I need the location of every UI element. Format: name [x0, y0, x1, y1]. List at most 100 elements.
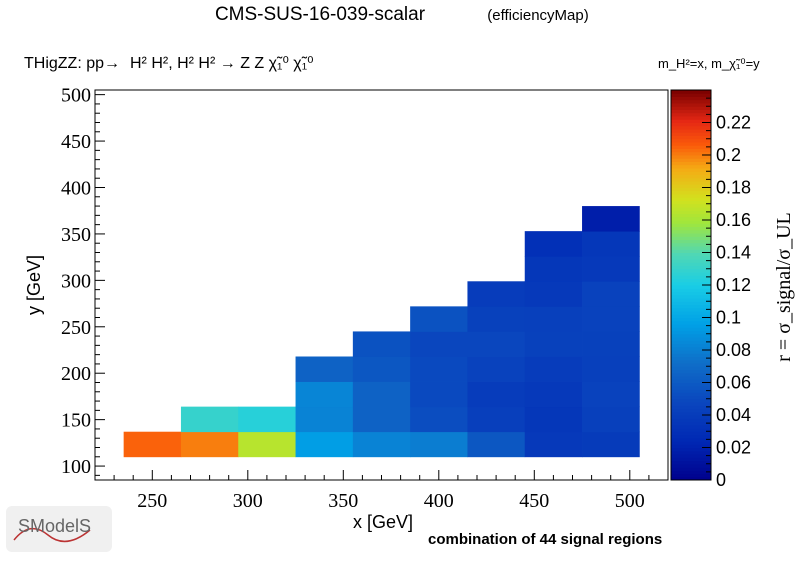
color-bar-segment [671, 255, 711, 260]
heatmap-cell-340-191 [295, 356, 354, 382]
color-bar-segment [671, 314, 711, 318]
heatmap-cell-400-137 [410, 406, 468, 433]
y-tick-label: 450 [61, 131, 91, 153]
heatmap-cell-460-326 [524, 231, 583, 257]
x-axis: 250 300 350 400 450 500 [113, 470, 669, 512]
signal-regions-note: combination of 44 signal regions [428, 531, 662, 548]
color-bar-segment [671, 142, 711, 146]
heatmap-cell-370-164 [352, 381, 411, 408]
color-bar-segment [671, 473, 711, 478]
z-axis-label: r = σ_signal/σ_UL [773, 212, 795, 362]
color-bar-segment [671, 359, 711, 364]
color-bar-segment [671, 418, 711, 422]
color-bar-segment [671, 372, 711, 377]
color-bar-segment [671, 278, 711, 283]
color-bar-segment [671, 268, 711, 273]
color-bar-segment [671, 93, 711, 97]
y-tick-label: 350 [61, 224, 91, 246]
color-bar-segment [671, 382, 711, 387]
heatmap-cell-370-218 [352, 331, 411, 357]
heatmap-cell-460-137 [524, 406, 583, 433]
color-bar-segment [671, 190, 711, 195]
color-bar-segment [671, 411, 711, 416]
color-bar-segment [671, 164, 711, 169]
color-bar-segment [671, 177, 711, 182]
y-tick-label: 250 [61, 317, 91, 339]
color-bar-segment [671, 109, 711, 114]
heatmap-cell-400-110 [410, 431, 468, 458]
color-bar-segment [671, 132, 711, 136]
color-bar-segment [671, 408, 711, 413]
heatmap-cell-430-245 [467, 306, 526, 332]
color-bar-segment [671, 233, 711, 237]
heatmap-cell-460-245 [524, 306, 583, 332]
y-tick-label: 300 [61, 270, 91, 292]
heatmap-cell-460-164 [524, 381, 583, 408]
x-tick-label: 300 [233, 490, 263, 512]
color-bar-segment [671, 356, 711, 361]
heatmap-cell-430-164 [467, 381, 526, 408]
color-bar-segment [671, 311, 711, 315]
z-tick-label: 0 [716, 470, 726, 490]
color-bar-segment [671, 421, 711, 426]
heatmap-cell-250-110 [123, 431, 182, 458]
color-bar-segment [671, 236, 711, 240]
color-bar-segment [671, 171, 711, 175]
heatmap-cell-460-110 [524, 431, 583, 458]
color-bar-segment [671, 376, 711, 380]
color-bar-segment [671, 249, 711, 253]
color-bar-segment [671, 340, 711, 344]
chart-title: CMS-SUS-16-039-scalar [215, 4, 426, 25]
heatmap-cell-490-326 [582, 231, 640, 257]
color-bar-segment [671, 437, 711, 442]
color-bar-segment [671, 304, 711, 309]
color-bar-segment [671, 184, 711, 188]
color-bar-segment [671, 288, 711, 292]
color-bar-segment [671, 226, 711, 231]
heatmap-cell-340-137 [295, 406, 354, 433]
heatmap-cell-490-245 [582, 306, 640, 332]
color-bar-segment [671, 229, 711, 234]
color-bar-segment [671, 434, 711, 439]
z-tick-label: 0.2 [716, 145, 741, 165]
y-tick-label: 500 [61, 85, 91, 107]
color-bar-segment [671, 187, 711, 192]
color-bar-segment [671, 252, 711, 257]
smodels-logo: SModelS [6, 506, 112, 552]
color-bar-segment [671, 259, 711, 263]
y-tick-label: 200 [61, 363, 91, 385]
z-tick-label: 0.08 [716, 340, 751, 360]
color-bar-segment [671, 457, 711, 461]
heatmap-cell-460-299 [524, 256, 583, 282]
color-bar-segment [671, 398, 711, 403]
z-tick-label: 0.22 [716, 113, 751, 133]
color-bar-segment [671, 337, 711, 341]
color-bar-segment [671, 216, 711, 221]
heatmap-cell-490-272 [582, 281, 640, 307]
heatmap-cell-490-191 [582, 356, 640, 382]
color-bar-segment [671, 350, 711, 354]
z-tick-label: 0.02 [716, 438, 751, 458]
y-tick-label: 400 [61, 178, 91, 200]
heatmap-cell-370-191 [352, 356, 411, 382]
heatmap-cell-460-218 [524, 331, 583, 357]
color-bar-segment [671, 116, 711, 120]
process-prefix: THigZZ: pp [24, 55, 104, 72]
logo-text: SModelS [18, 516, 91, 536]
color-bar-segment [671, 317, 711, 322]
color-bar-segment [671, 333, 711, 338]
color-bar-segment [671, 210, 711, 214]
color-bar-segment [671, 96, 711, 101]
color-bar-segment [671, 431, 711, 435]
color-bar-segment [671, 99, 711, 104]
chart-subtitle: (efficiencyMap) [487, 7, 588, 24]
heatmap-cell-490-218 [582, 331, 640, 357]
z-tick-label: 0.16 [716, 210, 751, 230]
color-bar-segment [671, 428, 711, 432]
heatmap-cell-400-218 [410, 331, 468, 357]
y-axis: 100 150 200 250 300 350 400 450 500 [61, 85, 105, 478]
color-bar-segment [671, 155, 711, 159]
color-bar-segment [671, 298, 711, 302]
heatmap-cell-430-218 [467, 331, 526, 357]
